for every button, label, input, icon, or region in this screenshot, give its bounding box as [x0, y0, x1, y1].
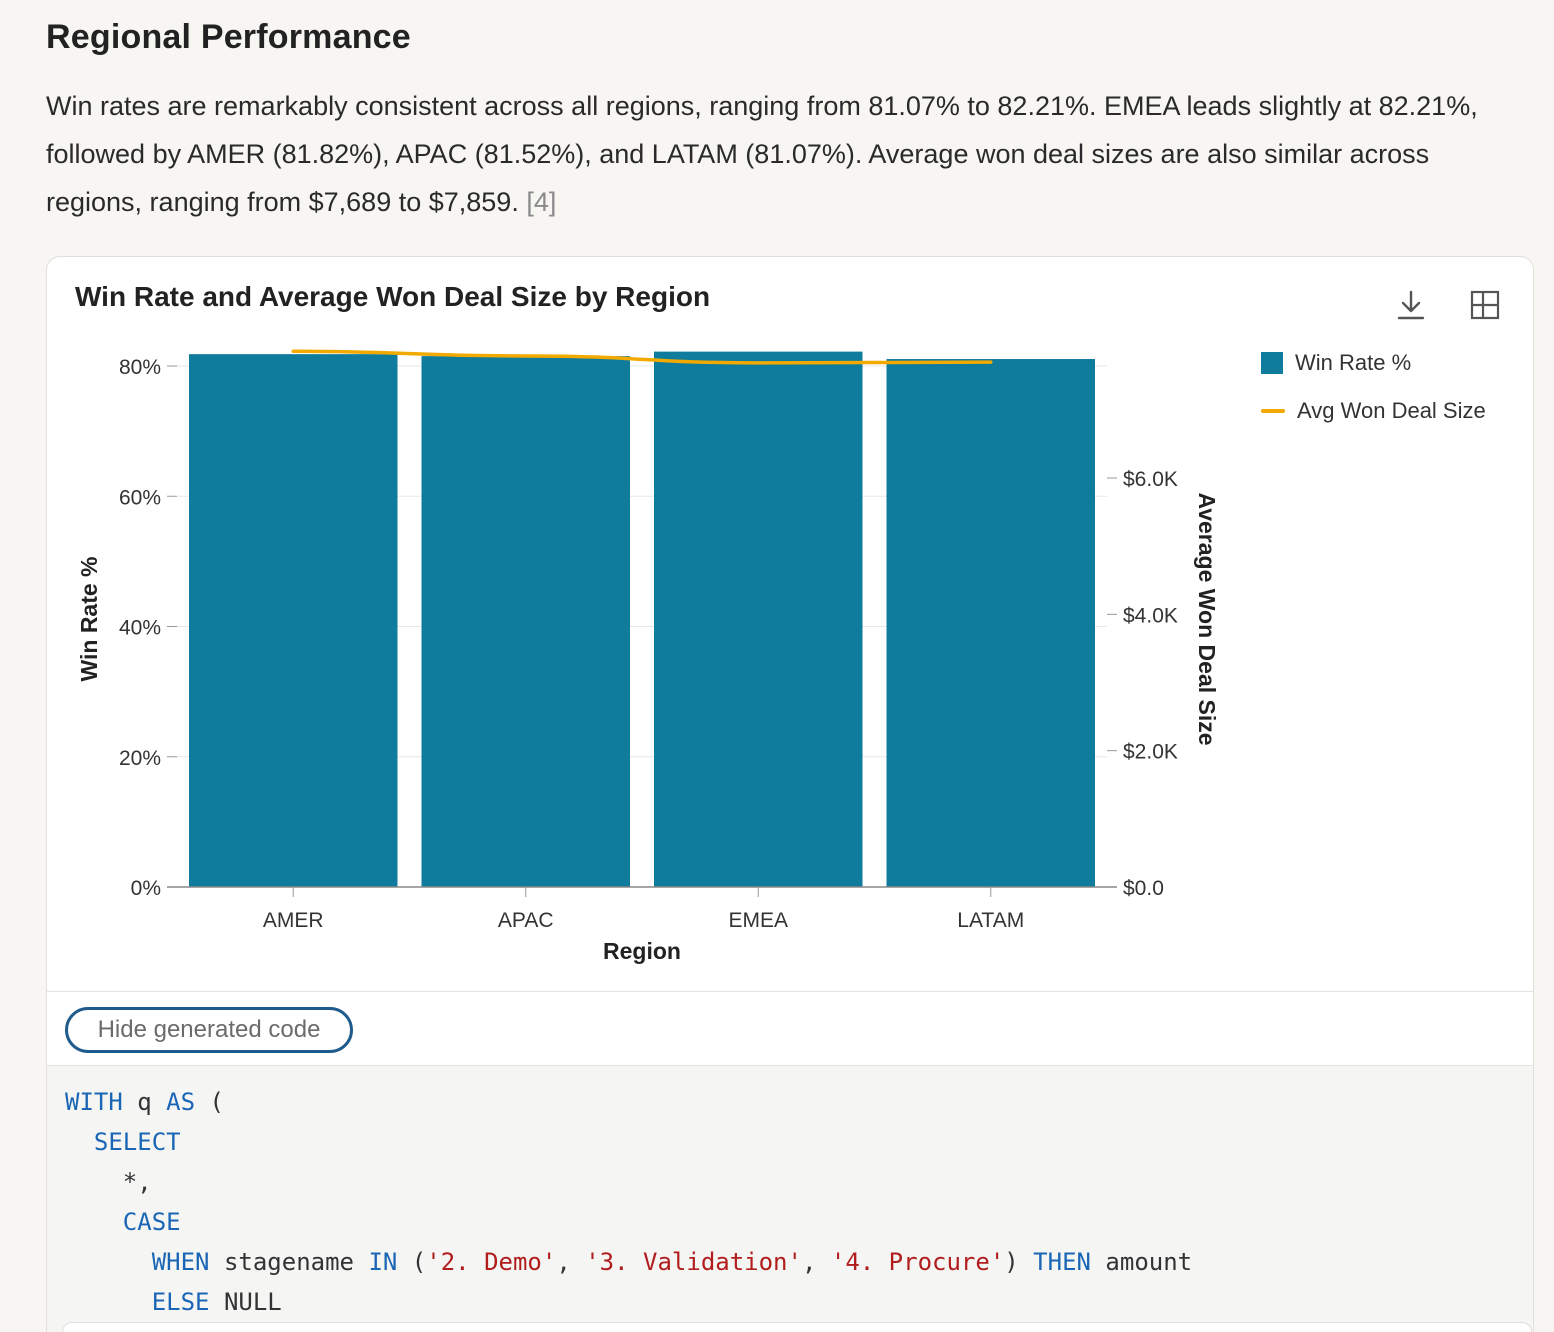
code-text — [65, 1128, 94, 1156]
summary-paragraph: Win rates are remarkably consistent acro… — [46, 82, 1516, 226]
code-keyword: AS — [166, 1088, 196, 1116]
code-text: amount — [1090, 1248, 1193, 1276]
y2-tick-label: $6.0K — [1123, 468, 1178, 491]
code-text — [65, 1208, 123, 1236]
code-text: , — [801, 1248, 831, 1276]
chart-legend: Win Rate % Avg Won Deal Size — [1261, 339, 1486, 435]
legend-label-win-rate: Win Rate % — [1295, 350, 1412, 375]
legend-swatch-line — [1261, 409, 1285, 413]
code-keyword: WITH — [65, 1088, 123, 1116]
citation-link[interactable]: [4] — [526, 187, 557, 217]
chart-card: Win Rate and Average Won Deal Size by Re… — [46, 256, 1534, 1332]
y2-tick-label: $2.0K — [1123, 741, 1178, 764]
code-string: '4. Procure' — [830, 1248, 1005, 1276]
legend-label-avg-deal: Avg Won Deal Size — [1297, 398, 1486, 423]
y2-tick-label: $0.0 — [1123, 877, 1164, 900]
code-text: ) — [1004, 1248, 1034, 1276]
sql-code: WITH q AS ( SELECT *, CASE WHEN stagenam… — [65, 1082, 1192, 1322]
chart-title: Win Rate and Average Won Deal Size by Re… — [75, 281, 711, 312]
code-text: NULL — [209, 1288, 282, 1316]
code-text — [65, 1248, 152, 1276]
code-keyword: IN — [368, 1248, 398, 1276]
x-tick-label: LATAM — [957, 909, 1024, 932]
legend-swatch-bar — [1261, 352, 1283, 374]
code-text: ( — [195, 1088, 224, 1116]
divider — [47, 1065, 1533, 1066]
download-icon[interactable] — [1393, 287, 1429, 323]
x-tick-label: APAC — [498, 909, 554, 932]
bar-emea — [654, 351, 863, 887]
code-keyword: WHEN — [151, 1248, 210, 1276]
y-tick-label: 80% — [119, 356, 161, 379]
y-axis-title: Win Rate % — [76, 556, 102, 681]
y2-tick-label: $4.0K — [1123, 604, 1178, 627]
bar-amer — [189, 354, 398, 888]
code-keyword: THEN — [1033, 1248, 1091, 1276]
layout-grid-icon[interactable] — [1467, 287, 1503, 323]
hide-code-button[interactable]: Hide generated code — [65, 1007, 353, 1053]
legend-item-avg-deal[interactable]: Avg Won Deal Size — [1261, 387, 1486, 435]
code-text: ( — [397, 1248, 427, 1276]
section-heading: Regional Performance — [46, 18, 411, 56]
code-text: q — [122, 1088, 167, 1116]
summary-text: Win rates are remarkably consistent acro… — [46, 91, 1478, 217]
code-keyword: ELSE — [151, 1288, 210, 1316]
legend-item-win-rate[interactable]: Win Rate % — [1261, 339, 1486, 387]
code-string: '3. Validation' — [585, 1248, 802, 1276]
line-avg-won-deal-size — [291, 349, 993, 365]
code-keyword: SELECT — [93, 1128, 181, 1156]
code-keyword: CASE — [122, 1208, 181, 1236]
next-card-edge — [62, 1322, 1532, 1332]
divider — [47, 991, 1533, 992]
y-tick-label: 40% — [119, 617, 161, 640]
y-tick-label: 20% — [119, 747, 161, 770]
code-text: *, — [65, 1168, 152, 1196]
bar-latam — [886, 359, 1095, 887]
chart-plot: 0% 20% 40% 60% 80% $0.0 $2.0K $4.0K $6.0K AMER APA… — [76, 349, 1220, 964]
code-block: WITH q AS ( SELECT *, CASE WHEN stagenam… — [47, 1066, 1533, 1332]
code-string: '2. Demo' — [426, 1248, 557, 1276]
code-text — [65, 1288, 152, 1316]
y2-axis-title: Average Won Deal Size — [1194, 492, 1220, 745]
y-tick-label: 0% — [131, 877, 161, 900]
code-text: stagename — [209, 1248, 369, 1276]
x-tick-label: EMEA — [728, 909, 788, 932]
code-text: , — [556, 1248, 586, 1276]
y-tick-label: 60% — [119, 486, 161, 509]
x-axis-title: Region — [603, 938, 681, 964]
bar-apac — [421, 356, 630, 887]
x-tick-label: AMER — [263, 909, 324, 932]
